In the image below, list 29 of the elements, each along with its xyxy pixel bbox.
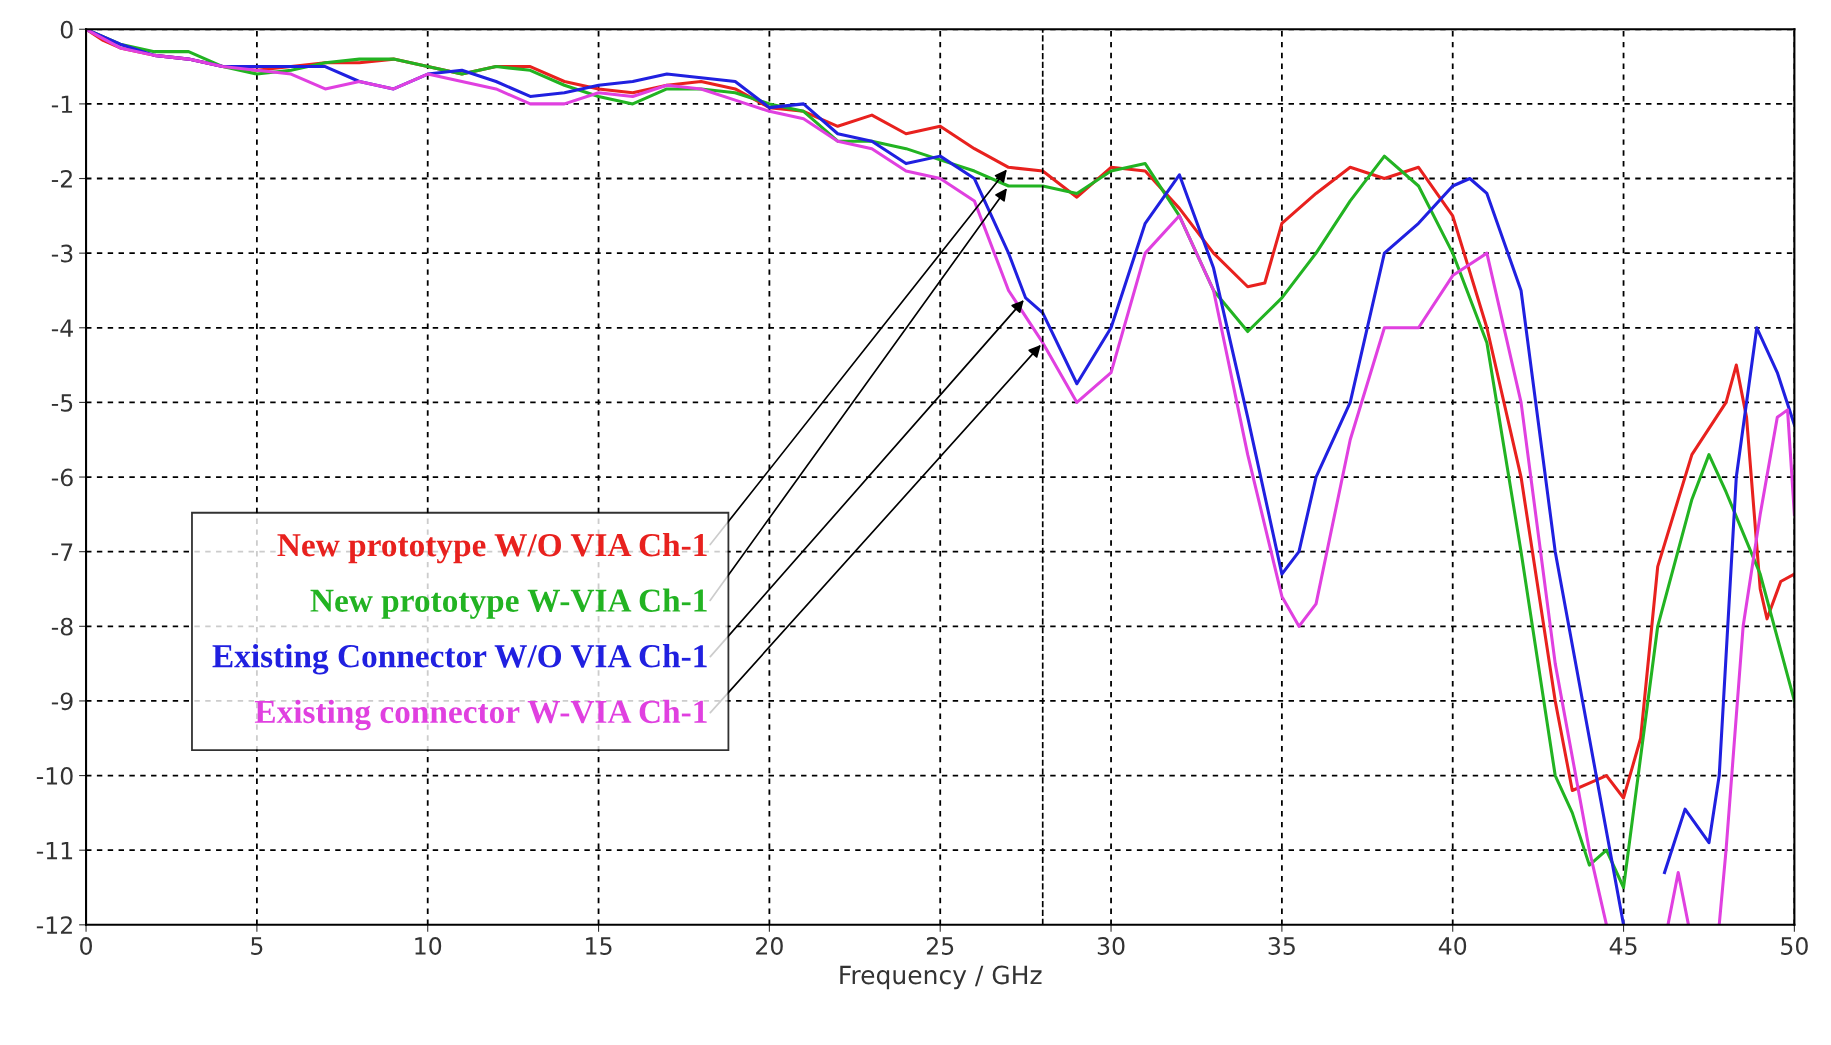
- y-tick-label: -12: [36, 916, 72, 934]
- x-tick-label: 0: [80, 937, 92, 955]
- x-axis-title: Frequency / GHz: [840, 965, 1042, 990]
- x-tick-label: 35: [1268, 937, 1295, 955]
- text: Existing connector W-VIA Ch-1: [254, 699, 707, 731]
- y-tick-label: -9: [51, 692, 73, 711]
- x-tick-label: 50: [1781, 937, 1808, 955]
- x-tick-label: 40: [1438, 937, 1467, 955]
- y-tick-label: -4: [51, 319, 73, 337]
- text: Existing Connector W/O VIA Ch-1: [212, 644, 707, 675]
- y-tick-label: -6: [51, 468, 73, 487]
- x-tick-label: 25: [926, 937, 954, 955]
- y-tick-label: -3: [51, 244, 73, 263]
- y-tick-label: -7: [51, 543, 73, 561]
- x-tick-label: 5: [251, 937, 263, 955]
- x-tick-label: 20: [756, 937, 783, 955]
- y-tick-label: 0: [60, 20, 73, 39]
- y-tick-label: -2: [51, 169, 72, 188]
- x-tick-label: 45: [1609, 937, 1637, 955]
- y-tick-label: -1: [51, 95, 73, 113]
- y-tick-label: -8: [51, 617, 73, 636]
- text: New prototype W-VIA Ch-1: [310, 588, 707, 619]
- y-tick-label: -10: [36, 767, 73, 785]
- text: New prototype W/O VIA Ch-1: [277, 532, 707, 564]
- x-tick-label: 10: [415, 937, 442, 955]
- x-tick-label: 30: [1097, 937, 1125, 955]
- y-tick-label: -11: [36, 841, 73, 860]
- y-tick-label: -5: [51, 394, 73, 412]
- x-tick-label: 15: [586, 937, 612, 955]
